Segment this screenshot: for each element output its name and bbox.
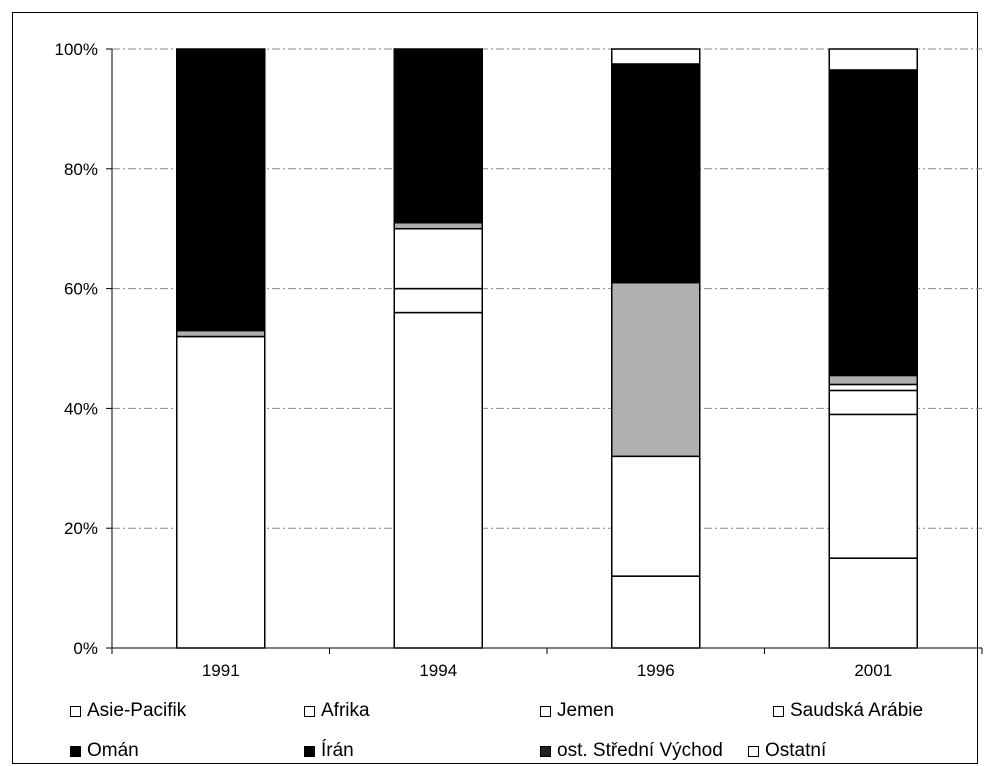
- bar-segment: [829, 375, 917, 384]
- legend-item-asie-pacifik: Asie-Pacifik: [70, 700, 186, 722]
- stacked-bar-chart: 0% 20% 40% 60% 80% 100% 1991 1994 1996 2001: [0, 0, 989, 700]
- bar-segment: [177, 331, 265, 337]
- legend-label: Írán: [321, 740, 354, 762]
- legend-swatch: [773, 706, 784, 717]
- bars: [177, 49, 918, 648]
- bar-segment: [829, 414, 917, 558]
- bar-segment: [394, 289, 482, 313]
- bar-segment: [394, 49, 482, 223]
- x-tick-label: 1996: [637, 661, 675, 680]
- bar-segment: [612, 576, 700, 648]
- legend-label: ost. Střední Východ: [557, 740, 723, 762]
- bar-segment: [612, 49, 700, 64]
- bar-segment: [394, 229, 482, 289]
- bar-segment: [177, 49, 265, 331]
- legend-swatch: [304, 746, 315, 757]
- legend-swatch: [540, 746, 551, 757]
- bar-segment: [829, 558, 917, 648]
- bar-segment: [829, 390, 917, 414]
- legend-swatch: [748, 746, 759, 757]
- y-tick-label: 40%: [64, 399, 98, 418]
- y-tick-label: 20%: [64, 519, 98, 538]
- legend-swatch: [540, 706, 551, 717]
- legend: Asie-Pacifik Afrika Jemen Saudská Arábie…: [58, 700, 968, 766]
- x-tick-label: 2001: [854, 661, 892, 680]
- legend-item-ost-stredni-vychod: ost. Střední Východ: [540, 740, 723, 762]
- y-tick-label: 80%: [64, 160, 98, 179]
- bar-segment: [612, 283, 700, 457]
- legend-label: Omán: [87, 740, 139, 762]
- y-tick-label: 0%: [73, 639, 98, 658]
- y-tick-label: 100%: [55, 40, 98, 59]
- y-tick-labels: 0% 20% 40% 60% 80% 100%: [55, 40, 98, 658]
- legend-swatch: [304, 706, 315, 717]
- bar-segment: [177, 337, 265, 648]
- legend-label: Saudská Arábie: [790, 700, 923, 722]
- legend-item-iran: Írán: [304, 740, 354, 762]
- legend-label: Asie-Pacifik: [87, 700, 186, 722]
- bar-segment: [829, 384, 917, 390]
- bar-segment: [829, 70, 917, 375]
- legend-item-afrika: Afrika: [304, 700, 370, 722]
- legend-swatch: [70, 706, 81, 717]
- y-tick-label: 60%: [64, 280, 98, 299]
- bar-segment: [394, 313, 482, 648]
- legend-label: Ostatní: [765, 740, 826, 762]
- x-tick-label: 1991: [202, 661, 240, 680]
- legend-label: Jemen: [557, 700, 614, 722]
- legend-item-saudska-arabie: Saudská Arábie: [773, 700, 923, 722]
- bar-segment: [829, 49, 917, 70]
- bar-segment: [394, 223, 482, 229]
- legend-item-jemen: Jemen: [540, 700, 614, 722]
- x-tick-labels: 1991 1994 1996 2001: [202, 661, 892, 680]
- bar-segment: [612, 64, 700, 283]
- x-tick-label: 1994: [419, 661, 457, 680]
- bar-segment: [612, 456, 700, 576]
- legend-item-ostatni: Ostatní: [748, 740, 826, 762]
- legend-swatch: [70, 746, 81, 757]
- legend-item-oman: Omán: [70, 740, 139, 762]
- legend-label: Afrika: [321, 700, 370, 722]
